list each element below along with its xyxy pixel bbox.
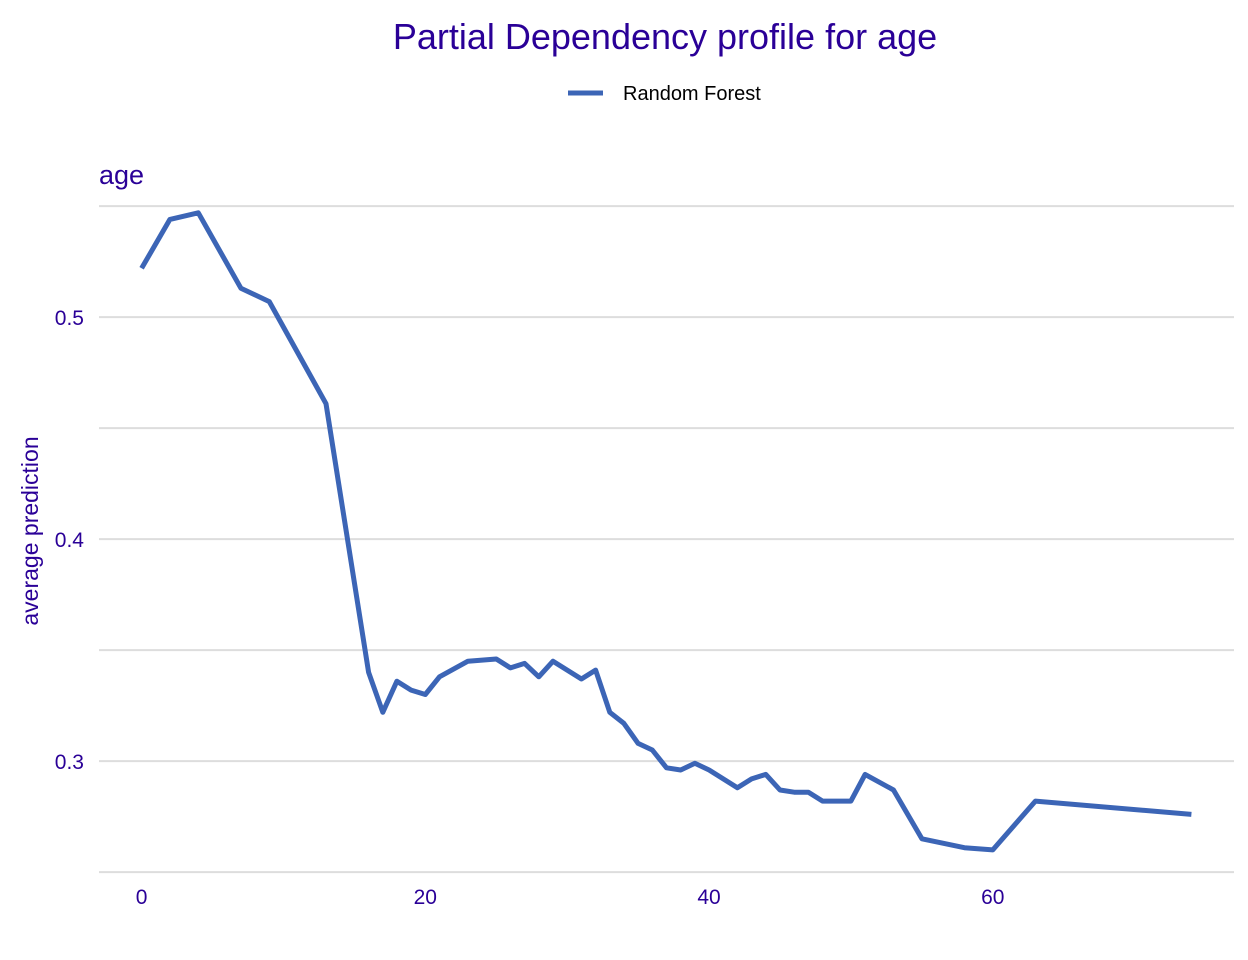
panel-label: age	[99, 160, 144, 190]
y-tick-label: 0.4	[55, 529, 85, 552]
series-group	[139, 210, 1192, 853]
x-tick-label: 60	[981, 886, 1004, 909]
y-axis-label: average prediction	[17, 436, 43, 625]
x-tick-label: 0	[136, 886, 148, 909]
y-axis-ticks: 0.3 0.4 0.5	[55, 307, 85, 774]
grid-lines	[99, 205, 1234, 874]
series-line-random-forest	[139, 210, 1192, 853]
x-tick-label: 40	[697, 886, 720, 909]
legend-label: Random Forest	[623, 83, 761, 105]
x-axis-ticks: 0 20 40 60	[136, 886, 1005, 909]
y-tick-label: 0.3	[55, 751, 84, 774]
y-tick-label: 0.5	[55, 307, 84, 330]
legend: Random Forest	[568, 83, 761, 105]
x-tick-label: 20	[414, 886, 437, 909]
chart-title: Partial Dependency profile for age	[393, 16, 937, 57]
